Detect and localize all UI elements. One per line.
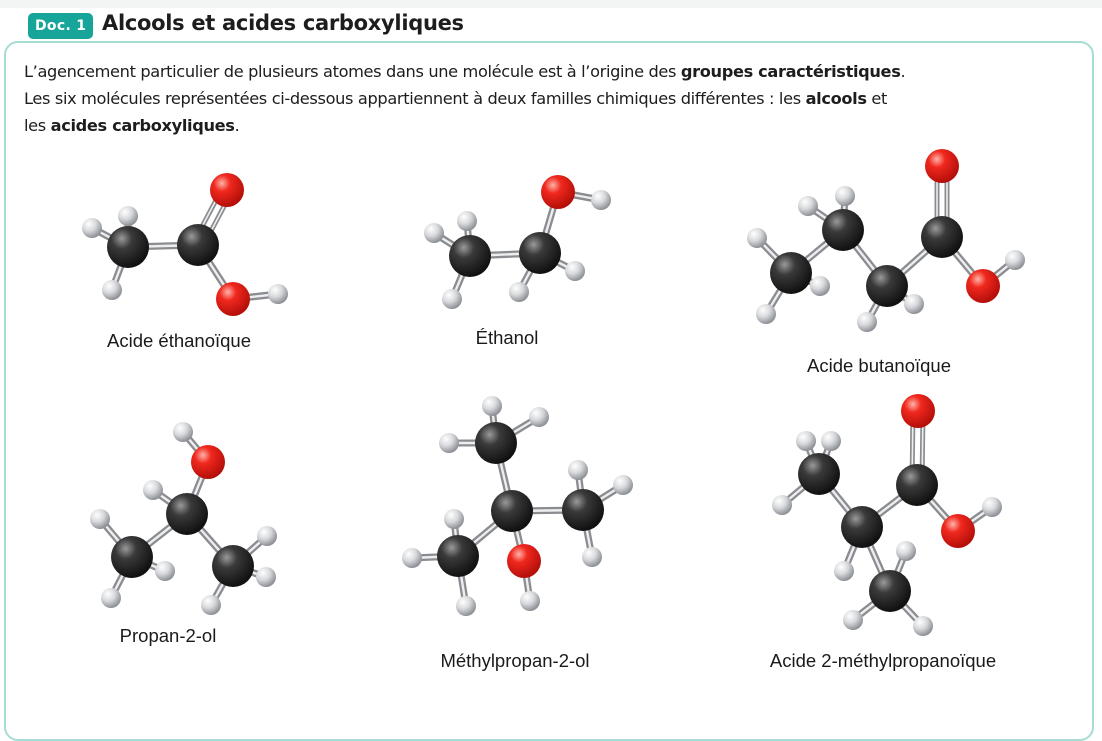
hydrogen-atom: [896, 541, 916, 561]
doc-title: Alcools et acides carboxyliques: [102, 11, 464, 35]
hydrogen-atom: [101, 588, 121, 608]
hydrogen-atom: [796, 431, 816, 451]
hydrogen-atom: [444, 509, 464, 529]
intro-bold-term: acides carboxyliques: [50, 116, 235, 135]
hydrogen-atom: [582, 547, 602, 567]
molecule-label-acide-butanoique: Acide butanoïque: [806, 355, 952, 376]
hydrogen-atom: [756, 304, 776, 324]
carbon-atom: [770, 252, 812, 294]
carbon-atom: [841, 506, 883, 548]
hydrogen-atom: [913, 616, 933, 636]
hydrogen-atom: [424, 223, 444, 243]
hydrogen-atom: [118, 206, 138, 226]
molecule-label-acide-ethanoique: Acide éthanoïque: [106, 330, 252, 351]
carbon-atom: [562, 489, 604, 531]
molecule-label-methylpropan-2-ol: Méthylpropan-2-ol: [440, 650, 590, 671]
carbon-atom: [866, 265, 908, 307]
hydrogen-atom: [857, 312, 877, 332]
hydrogen-atom: [457, 211, 477, 231]
intro-text: L’agencement particulier de plusieurs at…: [24, 62, 681, 81]
hydrogen-atom: [143, 480, 163, 500]
carbon-atom: [822, 209, 864, 251]
oxygen-atom: [216, 282, 250, 316]
carbon-atom: [798, 453, 840, 495]
carbon-atom: [107, 226, 149, 268]
hydrogen-atom: [591, 190, 611, 210]
carbon-atom: [869, 570, 911, 612]
hydrogen-atom: [613, 475, 633, 495]
top-strip: [0, 0, 1102, 8]
carbon-atom: [212, 545, 254, 587]
molecule-label-acide-2-methylpropanoique: Acide 2-méthylpropanoïque: [769, 650, 997, 671]
hydrogen-atom: [155, 561, 175, 581]
hydrogen-atom: [982, 497, 1002, 517]
hydrogen-atom: [456, 596, 476, 616]
hydrogen-atom: [439, 433, 459, 453]
hydrogen-atom: [173, 422, 193, 442]
oxygen-atom: [507, 544, 541, 578]
oxygen-atom: [925, 149, 959, 183]
oxygen-atom: [966, 269, 1000, 303]
hydrogen-atom: [257, 526, 277, 546]
intro-text: .: [900, 62, 906, 81]
oxygen-atom: [941, 514, 975, 548]
carbon-atom: [111, 536, 153, 578]
hydrogen-atom: [798, 196, 818, 216]
carbon-atom: [921, 216, 963, 258]
hydrogen-atom: [82, 218, 102, 238]
intro-text: et: [866, 89, 888, 108]
intro-text: les: [24, 116, 51, 135]
hydrogen-atom: [821, 431, 841, 451]
carbon-atom: [475, 422, 517, 464]
hydrogen-atom: [747, 228, 767, 248]
hydrogen-atom: [843, 610, 863, 630]
intro-text: Les six molécules représentées ci-dessou…: [24, 89, 806, 108]
hydrogen-atom: [904, 294, 924, 314]
hydrogen-atom: [102, 280, 122, 300]
hydrogen-atom: [810, 276, 830, 296]
hydrogen-atom: [256, 567, 276, 587]
hydrogen-atom: [509, 282, 529, 302]
molecule-label-propan-2-ol: Propan-2-ol: [119, 625, 217, 646]
molecule-label-ethanol: Éthanol: [475, 327, 539, 348]
molecule-models: [82, 149, 1025, 636]
carbon-atom: [166, 493, 208, 535]
carbon-atom: [437, 535, 479, 577]
intro-bold-term: groupes caractéristiques: [680, 62, 901, 81]
hydrogen-atom: [268, 284, 288, 304]
intro-bold-term: alcools: [805, 89, 867, 108]
hydrogen-atom: [520, 591, 540, 611]
oxygen-atom: [901, 394, 935, 428]
oxygen-atom: [191, 445, 225, 479]
hydrogen-atom: [201, 595, 221, 615]
hydrogen-atom: [442, 289, 462, 309]
intro-text: .: [234, 116, 240, 135]
hydrogen-atom: [402, 548, 422, 568]
hydrogen-atom: [772, 495, 792, 515]
oxygen-atom: [541, 175, 575, 209]
hydrogen-atom: [565, 261, 585, 281]
carbon-atom: [177, 224, 219, 266]
hydrogen-atom: [529, 407, 549, 427]
oxygen-atom: [210, 173, 244, 207]
hydrogen-atom: [482, 396, 502, 416]
carbon-atom: [519, 232, 561, 274]
carbon-atom: [449, 235, 491, 277]
hydrogen-atom: [90, 509, 110, 529]
doc-badge: Doc. 1: [28, 13, 94, 39]
carbon-atom: [491, 490, 533, 532]
intro-paragraph: L’agencement particulier de plusieurs at…: [24, 58, 984, 139]
hydrogen-atom: [835, 186, 855, 206]
hydrogen-atom: [568, 460, 588, 480]
carbon-atom: [896, 464, 938, 506]
hydrogen-atom: [1005, 250, 1025, 270]
hydrogen-atom: [834, 561, 854, 581]
